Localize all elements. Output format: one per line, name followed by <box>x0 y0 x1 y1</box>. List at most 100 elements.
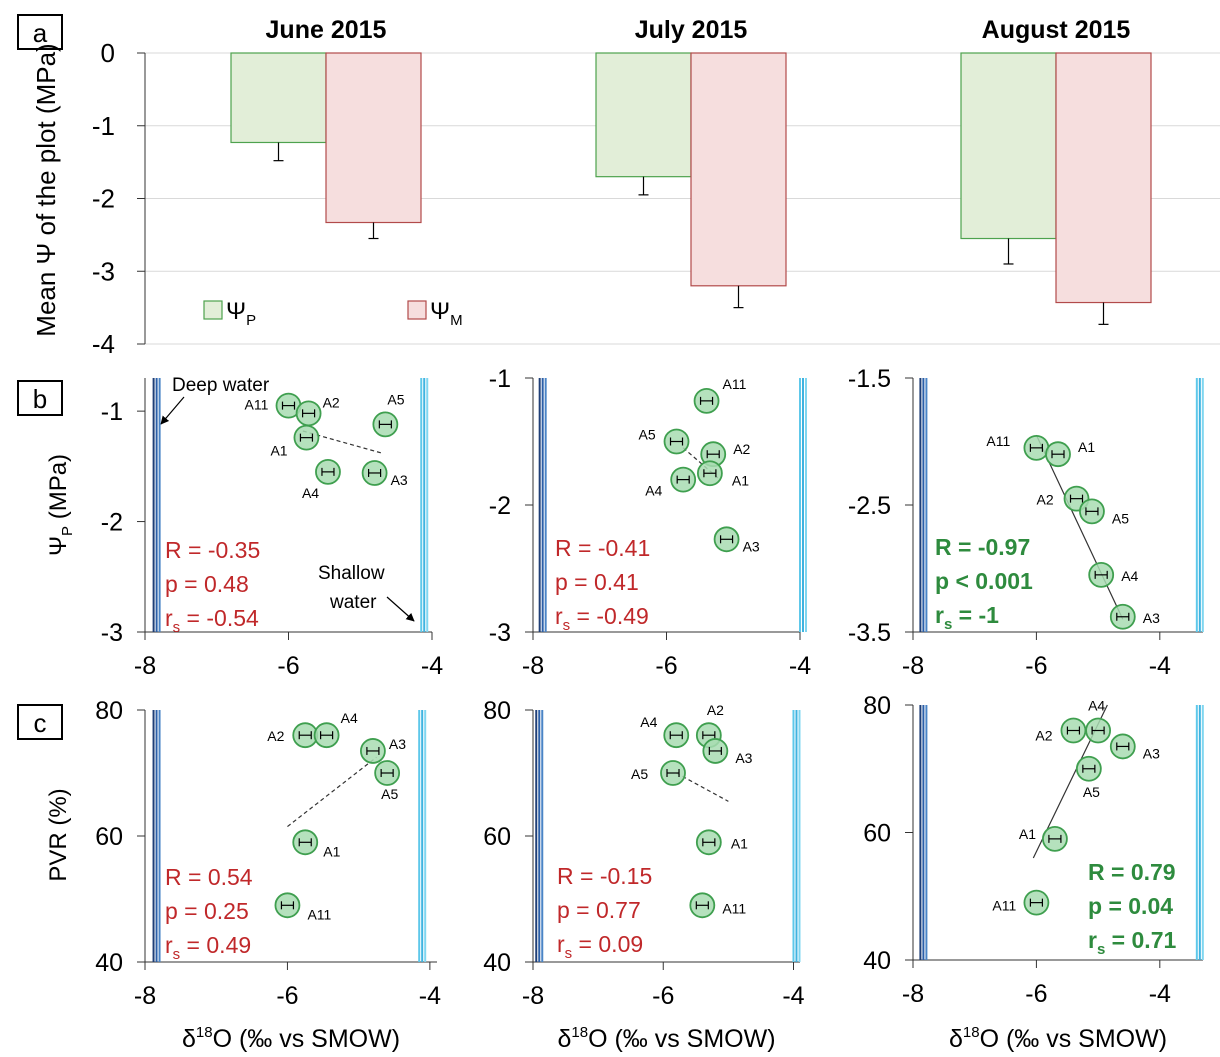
point-label: A4 <box>302 485 319 501</box>
x-tick-label: -4 <box>419 982 441 1010</box>
point-label: A1 <box>270 443 287 459</box>
bar <box>595 52 692 178</box>
stat-r: R = 0.79 <box>1088 859 1176 885</box>
x-tick-label: -4 <box>1149 980 1171 1008</box>
y-tick-label: 80 <box>863 692 891 720</box>
stat-r: R = -0.97 <box>935 534 1030 560</box>
stat-r: R = 0.54 <box>165 864 253 890</box>
stat-p: p < 0.001 <box>935 568 1033 594</box>
point-label: A5 <box>639 427 656 443</box>
deep-water-annotation: Deep water <box>172 375 270 396</box>
legend-swatch <box>407 300 427 320</box>
point-label: A1 <box>1019 826 1036 842</box>
point-label: A5 <box>1083 784 1100 800</box>
stat-rs: rs = -1 <box>935 602 999 633</box>
y-tick-label: 40 <box>95 949 123 977</box>
shallow-water-annotation-line2: water <box>329 592 377 613</box>
bar <box>325 52 422 224</box>
point-label: A2 <box>323 394 340 410</box>
y-tick-label: -1 <box>489 365 511 393</box>
panel-b-ylabel: ΨP (MPa) <box>45 454 76 556</box>
y-tick-label: -3 <box>489 619 511 647</box>
point-label: A4 <box>1121 568 1138 584</box>
point-label: A3 <box>1143 610 1160 626</box>
stat-rs: rs = -0.54 <box>165 605 259 636</box>
point-label: A5 <box>387 391 404 407</box>
x-tick-label: -6 <box>655 652 677 680</box>
x-tick-label: -6 <box>1025 980 1047 1008</box>
stat-p: p = 0.04 <box>1088 893 1173 919</box>
point-label: A3 <box>391 472 408 488</box>
stat-rs: rs = -0.49 <box>555 603 649 634</box>
panel-c-label-box: c <box>17 704 63 740</box>
x-tick-label: -6 <box>276 982 298 1010</box>
shallow-water-annotation-line1: Shallow <box>318 563 385 584</box>
x-tick-label: -8 <box>522 652 544 680</box>
y-tick-label: 60 <box>483 823 511 851</box>
bar <box>230 52 327 144</box>
bar <box>960 52 1057 240</box>
x-tick-label: -4 <box>1149 652 1171 680</box>
point-label: A4 <box>640 714 657 730</box>
point-label: A11 <box>992 898 1016 914</box>
y-tick-label: -2.5 <box>848 492 891 520</box>
point-label: A1 <box>323 843 340 859</box>
point-label: A5 <box>1112 510 1129 526</box>
panel-a-bar-chart: 0 -1 -2 -3 -4 ΨP ΨM <box>92 38 1220 359</box>
x-tick-label: -8 <box>134 982 156 1010</box>
panel-c-ylabel: PVR (%) <box>45 788 72 881</box>
point-label: A3 <box>735 750 752 766</box>
y-tick-label: -1.5 <box>848 365 891 393</box>
bar <box>690 52 787 287</box>
y-tick-label: -1 <box>92 111 115 141</box>
x-tick-label: -8 <box>902 652 924 680</box>
point-label: A2 <box>1037 492 1054 508</box>
trend-line <box>1035 434 1124 620</box>
y-tick-label: -3 <box>101 619 123 647</box>
point-label: A2 <box>1035 728 1052 744</box>
point-label: A4 <box>1088 698 1105 714</box>
y-tick-label: -2 <box>92 184 115 214</box>
stat-p: p = 0.41 <box>555 569 639 595</box>
x-tick-label: -6 <box>1025 652 1047 680</box>
x-axis-title: δ18O (‰ vs SMOW) <box>557 1024 775 1053</box>
x-tick-label: -8 <box>902 980 924 1008</box>
point-label: A3 <box>1143 745 1160 761</box>
stat-r: R = -0.35 <box>165 537 260 563</box>
y-tick-label: 80 <box>95 697 123 725</box>
month-label-august: August 2015 <box>982 16 1131 44</box>
stat-p: p = 0.48 <box>165 571 249 597</box>
y-tick-label: -4 <box>92 329 115 359</box>
legend-label: ΨM <box>430 298 463 329</box>
point-label: A2 <box>707 702 724 718</box>
x-tick-label: -4 <box>789 652 811 680</box>
month-label-june: June 2015 <box>266 16 387 44</box>
point-label: A4 <box>341 710 358 726</box>
y-tick-label: 60 <box>95 823 123 851</box>
scatter-panel-b3: -1.5 -2.5 -3.5 -8 -6 -4 A11 A1 A2 A5 A4 A3 R = -0.97… <box>848 365 1204 680</box>
y-tick-label: -1 <box>101 398 123 426</box>
x-tick-label: -4 <box>421 652 443 680</box>
point-label: A11 <box>723 376 747 392</box>
y-tick-label: 40 <box>483 949 511 977</box>
panel-a-label: a <box>33 18 48 48</box>
x-axis-title: δ18O (‰ vs SMOW) <box>182 1024 400 1053</box>
point-label: A11 <box>722 900 746 916</box>
point-label: A2 <box>733 441 750 457</box>
point-label: A5 <box>381 786 398 802</box>
point-label: A4 <box>645 483 662 499</box>
stat-p: p = 0.77 <box>557 897 641 923</box>
point-label: A2 <box>267 728 284 744</box>
y-tick-label: -2 <box>101 509 123 537</box>
panel-c-label: c <box>34 708 47 738</box>
point-label: A11 <box>986 433 1010 449</box>
scatter-panel-c3: 80 60 40 -8 -6 -4 δ18O (‰ vs SMOW) A4 A2 A3 A5 A1 A1… <box>863 692 1204 1053</box>
point-label: A1 <box>1078 439 1095 455</box>
stat-rs: rs = 0.71 <box>1088 927 1176 958</box>
x-tick-label: -8 <box>134 652 156 680</box>
y-tick-label: -3.5 <box>848 619 891 647</box>
scatter-panel-b1: -1 -2 -3 -8 -6 -4 A11 A2 A1 A5 A4 A3 R = -0.35 p = 0.… <box>101 378 443 680</box>
point-label: A11 <box>307 906 331 922</box>
panel-a-label-box: a <box>17 14 63 50</box>
